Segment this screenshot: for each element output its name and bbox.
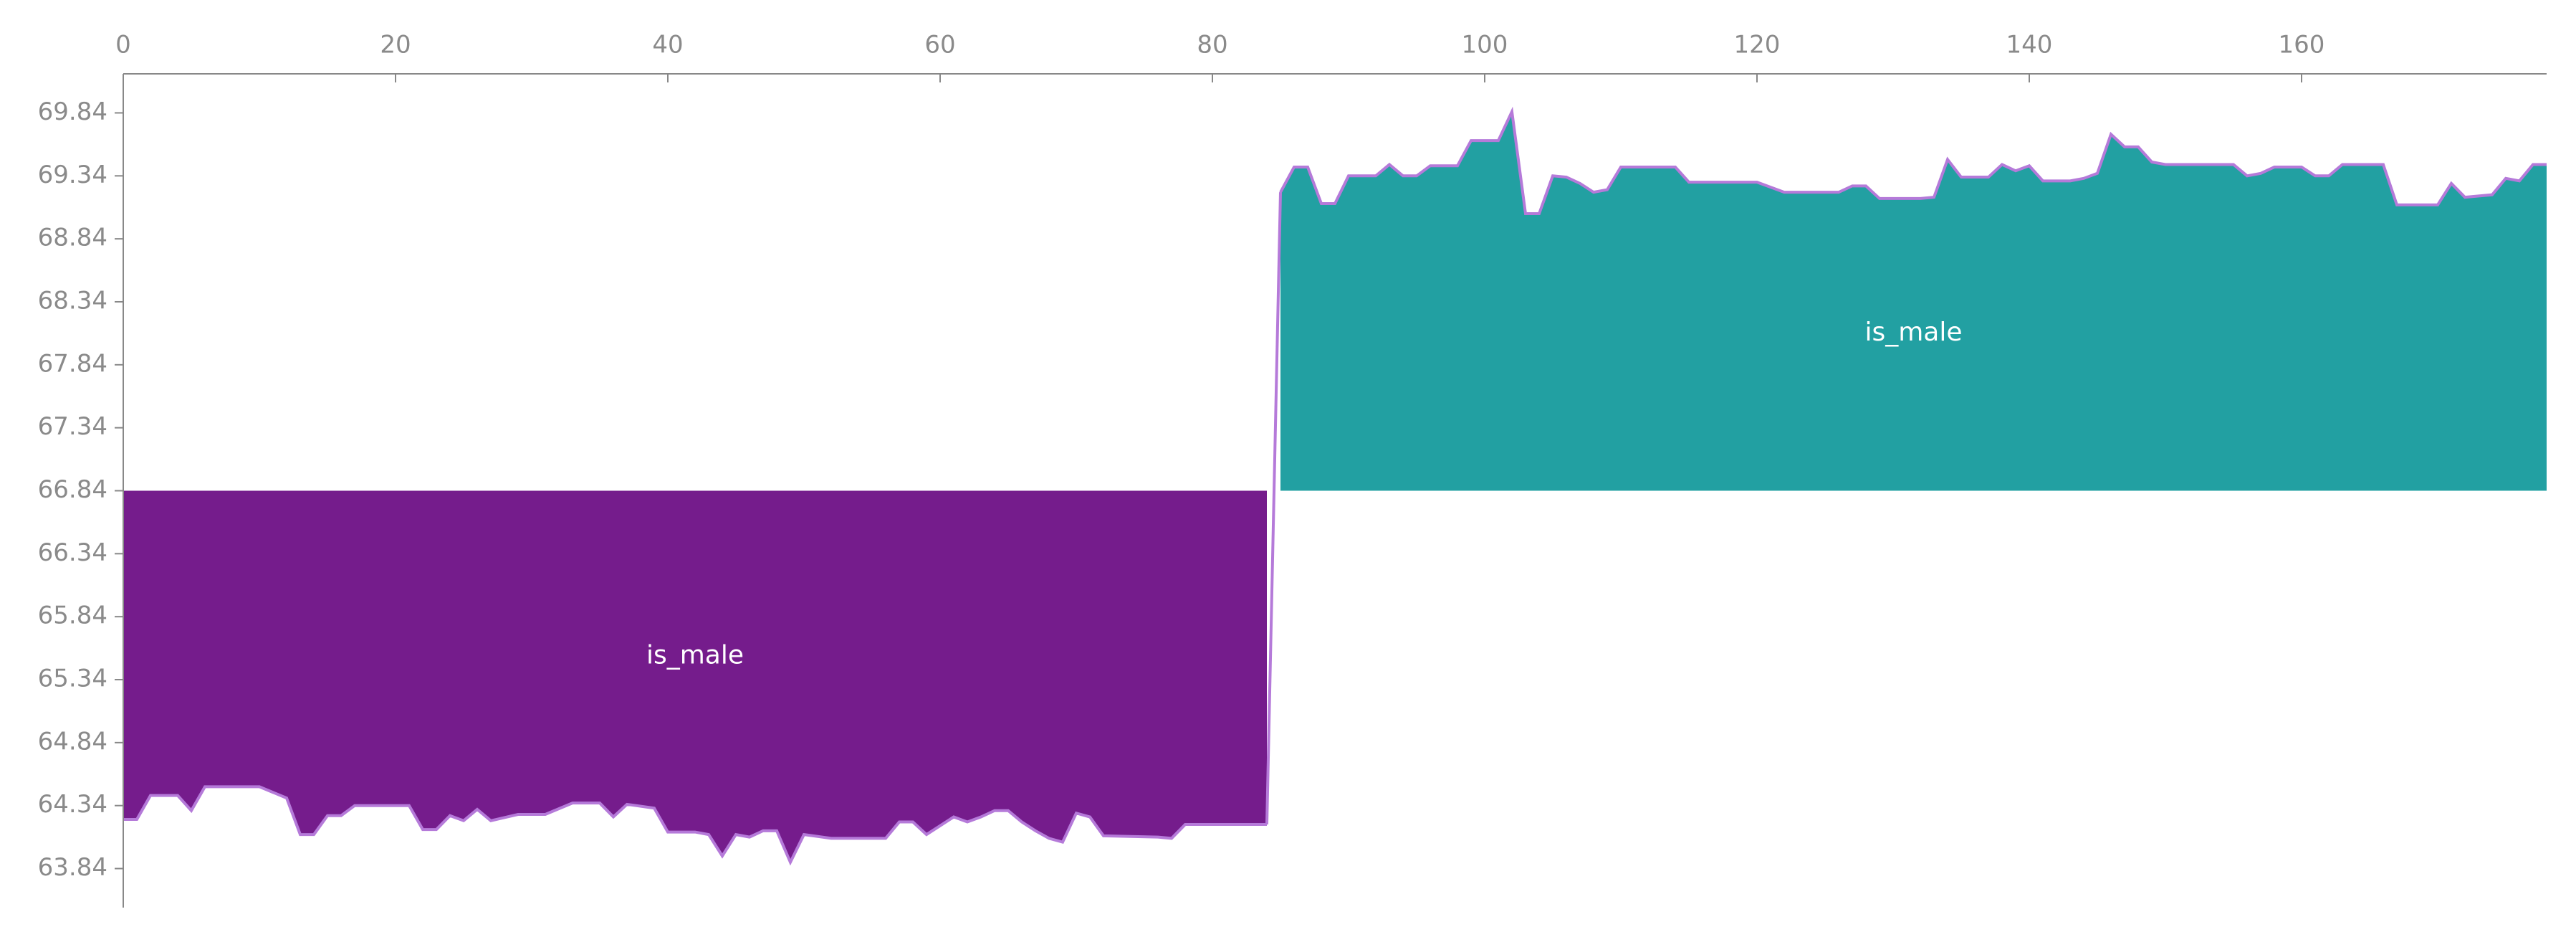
y-tick-label: 63.84 bbox=[38, 853, 107, 882]
area-label: is_male bbox=[646, 640, 744, 670]
area bbox=[1280, 111, 2547, 491]
y-tick-label: 66.34 bbox=[38, 538, 107, 567]
x-tick-label: 120 bbox=[1734, 31, 1781, 60]
y-tick-label: 68.84 bbox=[38, 224, 107, 252]
area-outline bbox=[123, 785, 1267, 866]
area-outline bbox=[1279, 106, 2547, 216]
x-tick-label: 60 bbox=[924, 31, 955, 60]
y-tick-label: 64.84 bbox=[38, 727, 107, 756]
y-tick-label: 67.34 bbox=[38, 412, 107, 441]
y-tick-label: 66.84 bbox=[38, 475, 107, 504]
area-label: is_male bbox=[1864, 318, 1962, 347]
y-tick-label: 65.34 bbox=[38, 665, 107, 693]
x-tick-label: 0 bbox=[115, 31, 131, 60]
y-tick-label: 67.84 bbox=[38, 349, 107, 378]
y-tick-label: 69.34 bbox=[38, 161, 107, 189]
x-tick-label: 100 bbox=[1462, 31, 1508, 60]
x-tick-label: 40 bbox=[652, 31, 683, 60]
connector bbox=[1265, 192, 1282, 825]
x-tick-label: 160 bbox=[2279, 31, 2325, 60]
x-tick-label: 140 bbox=[2006, 31, 2053, 60]
y-tick-label: 65.84 bbox=[38, 601, 107, 630]
area bbox=[123, 490, 1267, 862]
y-tick-label: 69.84 bbox=[38, 97, 107, 126]
y-tick-label: 64.34 bbox=[38, 790, 107, 819]
y-tick-label: 68.34 bbox=[38, 286, 107, 315]
x-tick-label: 20 bbox=[380, 31, 411, 60]
x-tick-label: 80 bbox=[1197, 31, 1227, 60]
